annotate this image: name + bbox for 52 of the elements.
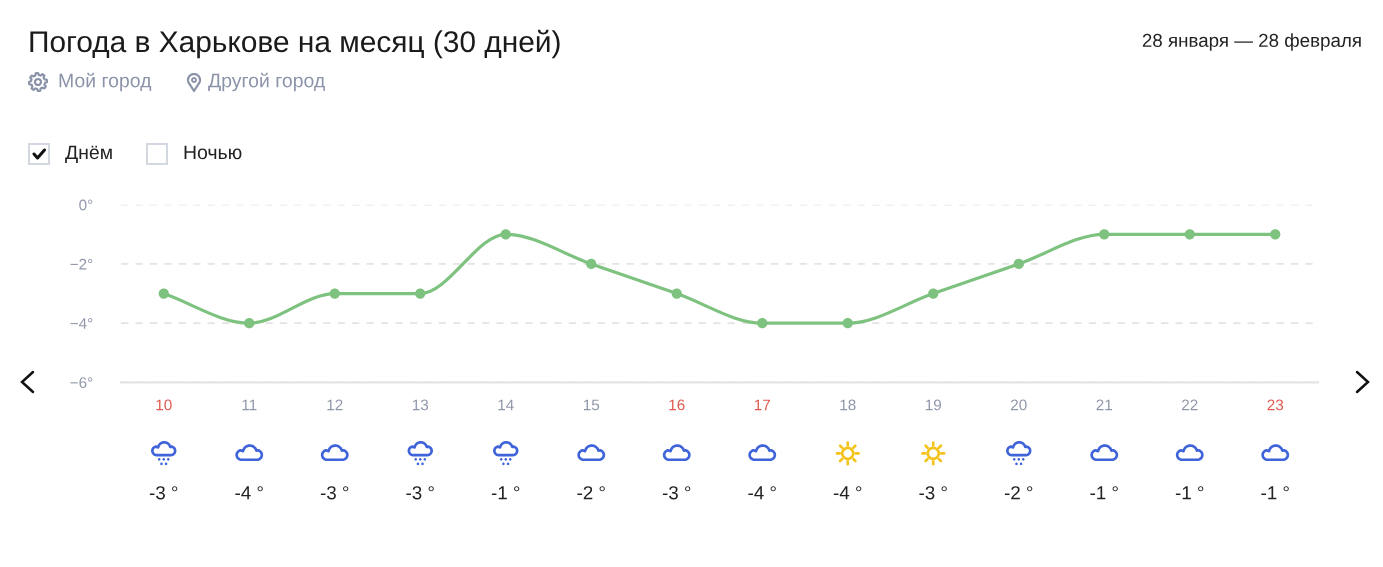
data-label: -3 ° xyxy=(320,486,349,500)
x-tick-label: 21 xyxy=(1096,399,1112,411)
data-label: -1 ° xyxy=(491,486,520,500)
x-tick-label: 13 xyxy=(412,399,429,411)
data-label: -4 ° xyxy=(748,486,776,500)
x-tick-label: 14 xyxy=(498,399,514,411)
data-label: -2 ° xyxy=(1004,486,1033,500)
point xyxy=(757,318,768,329)
point xyxy=(1270,229,1281,240)
x-tick-label: 15 xyxy=(583,399,600,411)
x-tick-label: 18 xyxy=(840,399,856,411)
y-tick-label: −2° xyxy=(70,258,93,270)
point xyxy=(1013,258,1024,270)
point xyxy=(1099,229,1110,240)
x-tick-label: 11 xyxy=(242,399,257,411)
x-tick-label: 19 xyxy=(925,399,942,411)
x-tick-label: 17 xyxy=(754,399,770,411)
point xyxy=(415,288,426,299)
point xyxy=(928,288,939,299)
x-tick-label: 22 xyxy=(1182,399,1198,411)
data-label: -3 ° xyxy=(919,486,947,500)
x-tick-label: 23 xyxy=(1267,399,1284,411)
point xyxy=(1184,229,1195,240)
data-label: -3 ° xyxy=(662,486,691,500)
text: Мой город xyxy=(59,72,152,92)
y-tick-label: −4° xyxy=(70,318,93,329)
point xyxy=(158,288,169,299)
point xyxy=(244,318,255,329)
y-tick-label: −6° xyxy=(70,377,93,389)
data-label: -2 ° xyxy=(577,486,605,500)
point xyxy=(671,288,682,299)
data-label: -3 ° xyxy=(406,486,434,500)
y-tick-label: 0° xyxy=(79,199,93,211)
point xyxy=(586,258,597,270)
point xyxy=(329,288,340,299)
point xyxy=(500,229,511,240)
text: Днём xyxy=(65,145,112,163)
text: Ночью xyxy=(184,145,242,160)
data-label: -4 ° xyxy=(833,486,862,500)
data-label: -4 ° xyxy=(235,486,263,500)
point xyxy=(842,318,853,329)
chart-title: Погода в Харькове на месяц (30 дней) xyxy=(30,29,560,59)
chart-subtitle: 28 января — 28 февраля xyxy=(1142,33,1361,51)
x-tick-label: 16 xyxy=(669,399,685,411)
data-label: -3 ° xyxy=(149,486,178,500)
text: Другой город xyxy=(208,72,325,92)
data-label: -1 ° xyxy=(1175,486,1204,500)
data-label: -1 ° xyxy=(1261,486,1289,500)
x-tick-label: 12 xyxy=(327,399,343,411)
x-tick-label: 10 xyxy=(156,399,172,411)
x-tick-label: 20 xyxy=(1011,399,1027,411)
data-label: -1 ° xyxy=(1090,486,1118,500)
